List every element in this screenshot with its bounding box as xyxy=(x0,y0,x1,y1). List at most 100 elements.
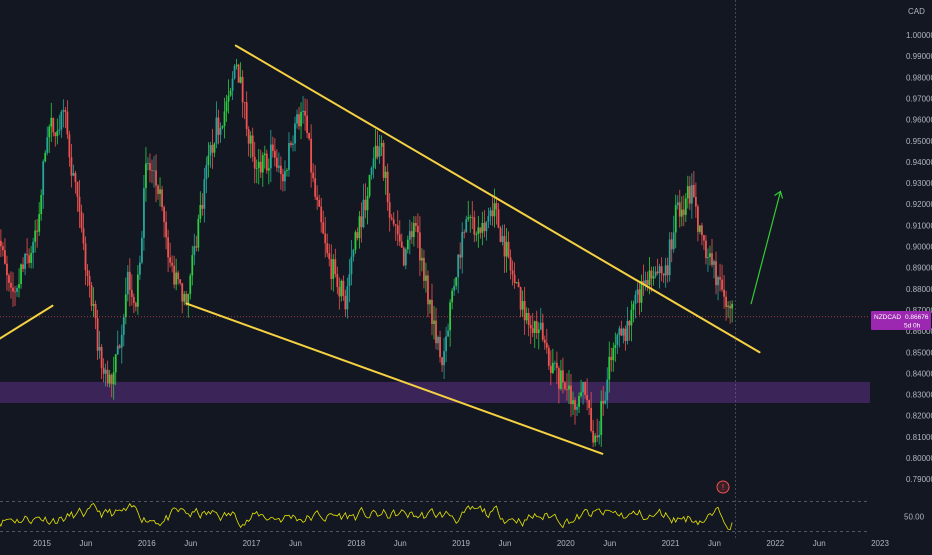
candle xyxy=(358,211,361,249)
candle xyxy=(348,259,351,303)
candle xyxy=(175,258,178,291)
candle xyxy=(241,70,244,118)
candle xyxy=(128,258,131,307)
x-tick-label: 2016 xyxy=(138,539,156,548)
candle xyxy=(694,182,697,218)
candle xyxy=(239,62,242,84)
resistance-trendline[interactable] xyxy=(234,44,761,354)
candle xyxy=(477,215,480,248)
candle xyxy=(284,160,286,191)
candle xyxy=(312,163,315,183)
candle xyxy=(149,153,151,183)
candle xyxy=(290,140,292,148)
candle xyxy=(179,279,182,286)
candle xyxy=(8,273,10,292)
candle xyxy=(205,156,208,194)
candle xyxy=(580,379,582,398)
candle xyxy=(461,222,464,274)
candle xyxy=(82,213,85,251)
candle xyxy=(165,211,167,250)
projection-arrow[interactable] xyxy=(750,190,782,305)
candle xyxy=(487,207,490,229)
candle xyxy=(336,266,339,295)
candle xyxy=(110,373,113,398)
symbol-label: CAD xyxy=(908,7,925,16)
candle xyxy=(344,289,347,317)
candle xyxy=(396,210,399,246)
candle xyxy=(42,159,45,209)
candle xyxy=(64,106,67,129)
candle xyxy=(600,390,603,447)
candle xyxy=(423,249,425,289)
candle xyxy=(352,248,355,262)
candle xyxy=(715,251,717,295)
candle xyxy=(384,166,387,195)
candle xyxy=(533,320,536,349)
candle xyxy=(116,330,119,355)
candle xyxy=(112,356,115,400)
candle xyxy=(10,271,12,299)
candle xyxy=(398,220,401,247)
candle xyxy=(408,219,411,255)
candle xyxy=(314,165,317,200)
candle xyxy=(201,193,204,216)
candle xyxy=(52,117,55,137)
candle xyxy=(257,148,260,185)
candle xyxy=(203,168,206,223)
candle xyxy=(151,159,153,184)
candle xyxy=(555,351,558,385)
candle xyxy=(300,102,302,140)
candle xyxy=(235,58,238,70)
candle xyxy=(26,238,28,264)
support-trendline[interactable] xyxy=(185,302,604,455)
candle xyxy=(4,238,6,265)
candle xyxy=(217,109,220,145)
candle xyxy=(72,164,75,177)
candle xyxy=(54,132,57,147)
alert-icon[interactable]: ! xyxy=(716,480,730,494)
projection-arrow-head xyxy=(774,190,784,199)
candle xyxy=(96,309,99,361)
candle xyxy=(692,171,695,199)
candle xyxy=(44,150,47,163)
candle xyxy=(636,282,639,304)
left-trendline[interactable] xyxy=(0,304,54,342)
candle xyxy=(80,204,83,233)
candle xyxy=(173,255,176,289)
candle xyxy=(265,149,268,174)
candle xyxy=(90,281,93,312)
candle xyxy=(6,255,8,291)
candle xyxy=(455,277,458,290)
candle xyxy=(12,272,14,307)
candle xyxy=(2,242,4,257)
candle xyxy=(614,332,617,362)
candle xyxy=(537,322,540,350)
candle xyxy=(517,278,520,288)
candle xyxy=(562,357,564,394)
candle xyxy=(453,278,456,296)
candle xyxy=(427,270,429,318)
candle xyxy=(163,205,165,238)
candle xyxy=(211,128,214,169)
candle xyxy=(727,301,730,318)
candle xyxy=(416,213,419,249)
x-tick-label: Jun xyxy=(184,539,197,548)
x-tick-label: Jun xyxy=(499,539,512,548)
candle xyxy=(106,360,109,387)
candle xyxy=(711,238,713,268)
candle xyxy=(465,215,468,233)
candle xyxy=(447,323,450,338)
candle xyxy=(145,147,147,202)
candle xyxy=(108,369,111,388)
candle xyxy=(22,257,24,273)
candle xyxy=(606,367,609,409)
candle xyxy=(701,222,703,246)
candle xyxy=(247,126,250,157)
